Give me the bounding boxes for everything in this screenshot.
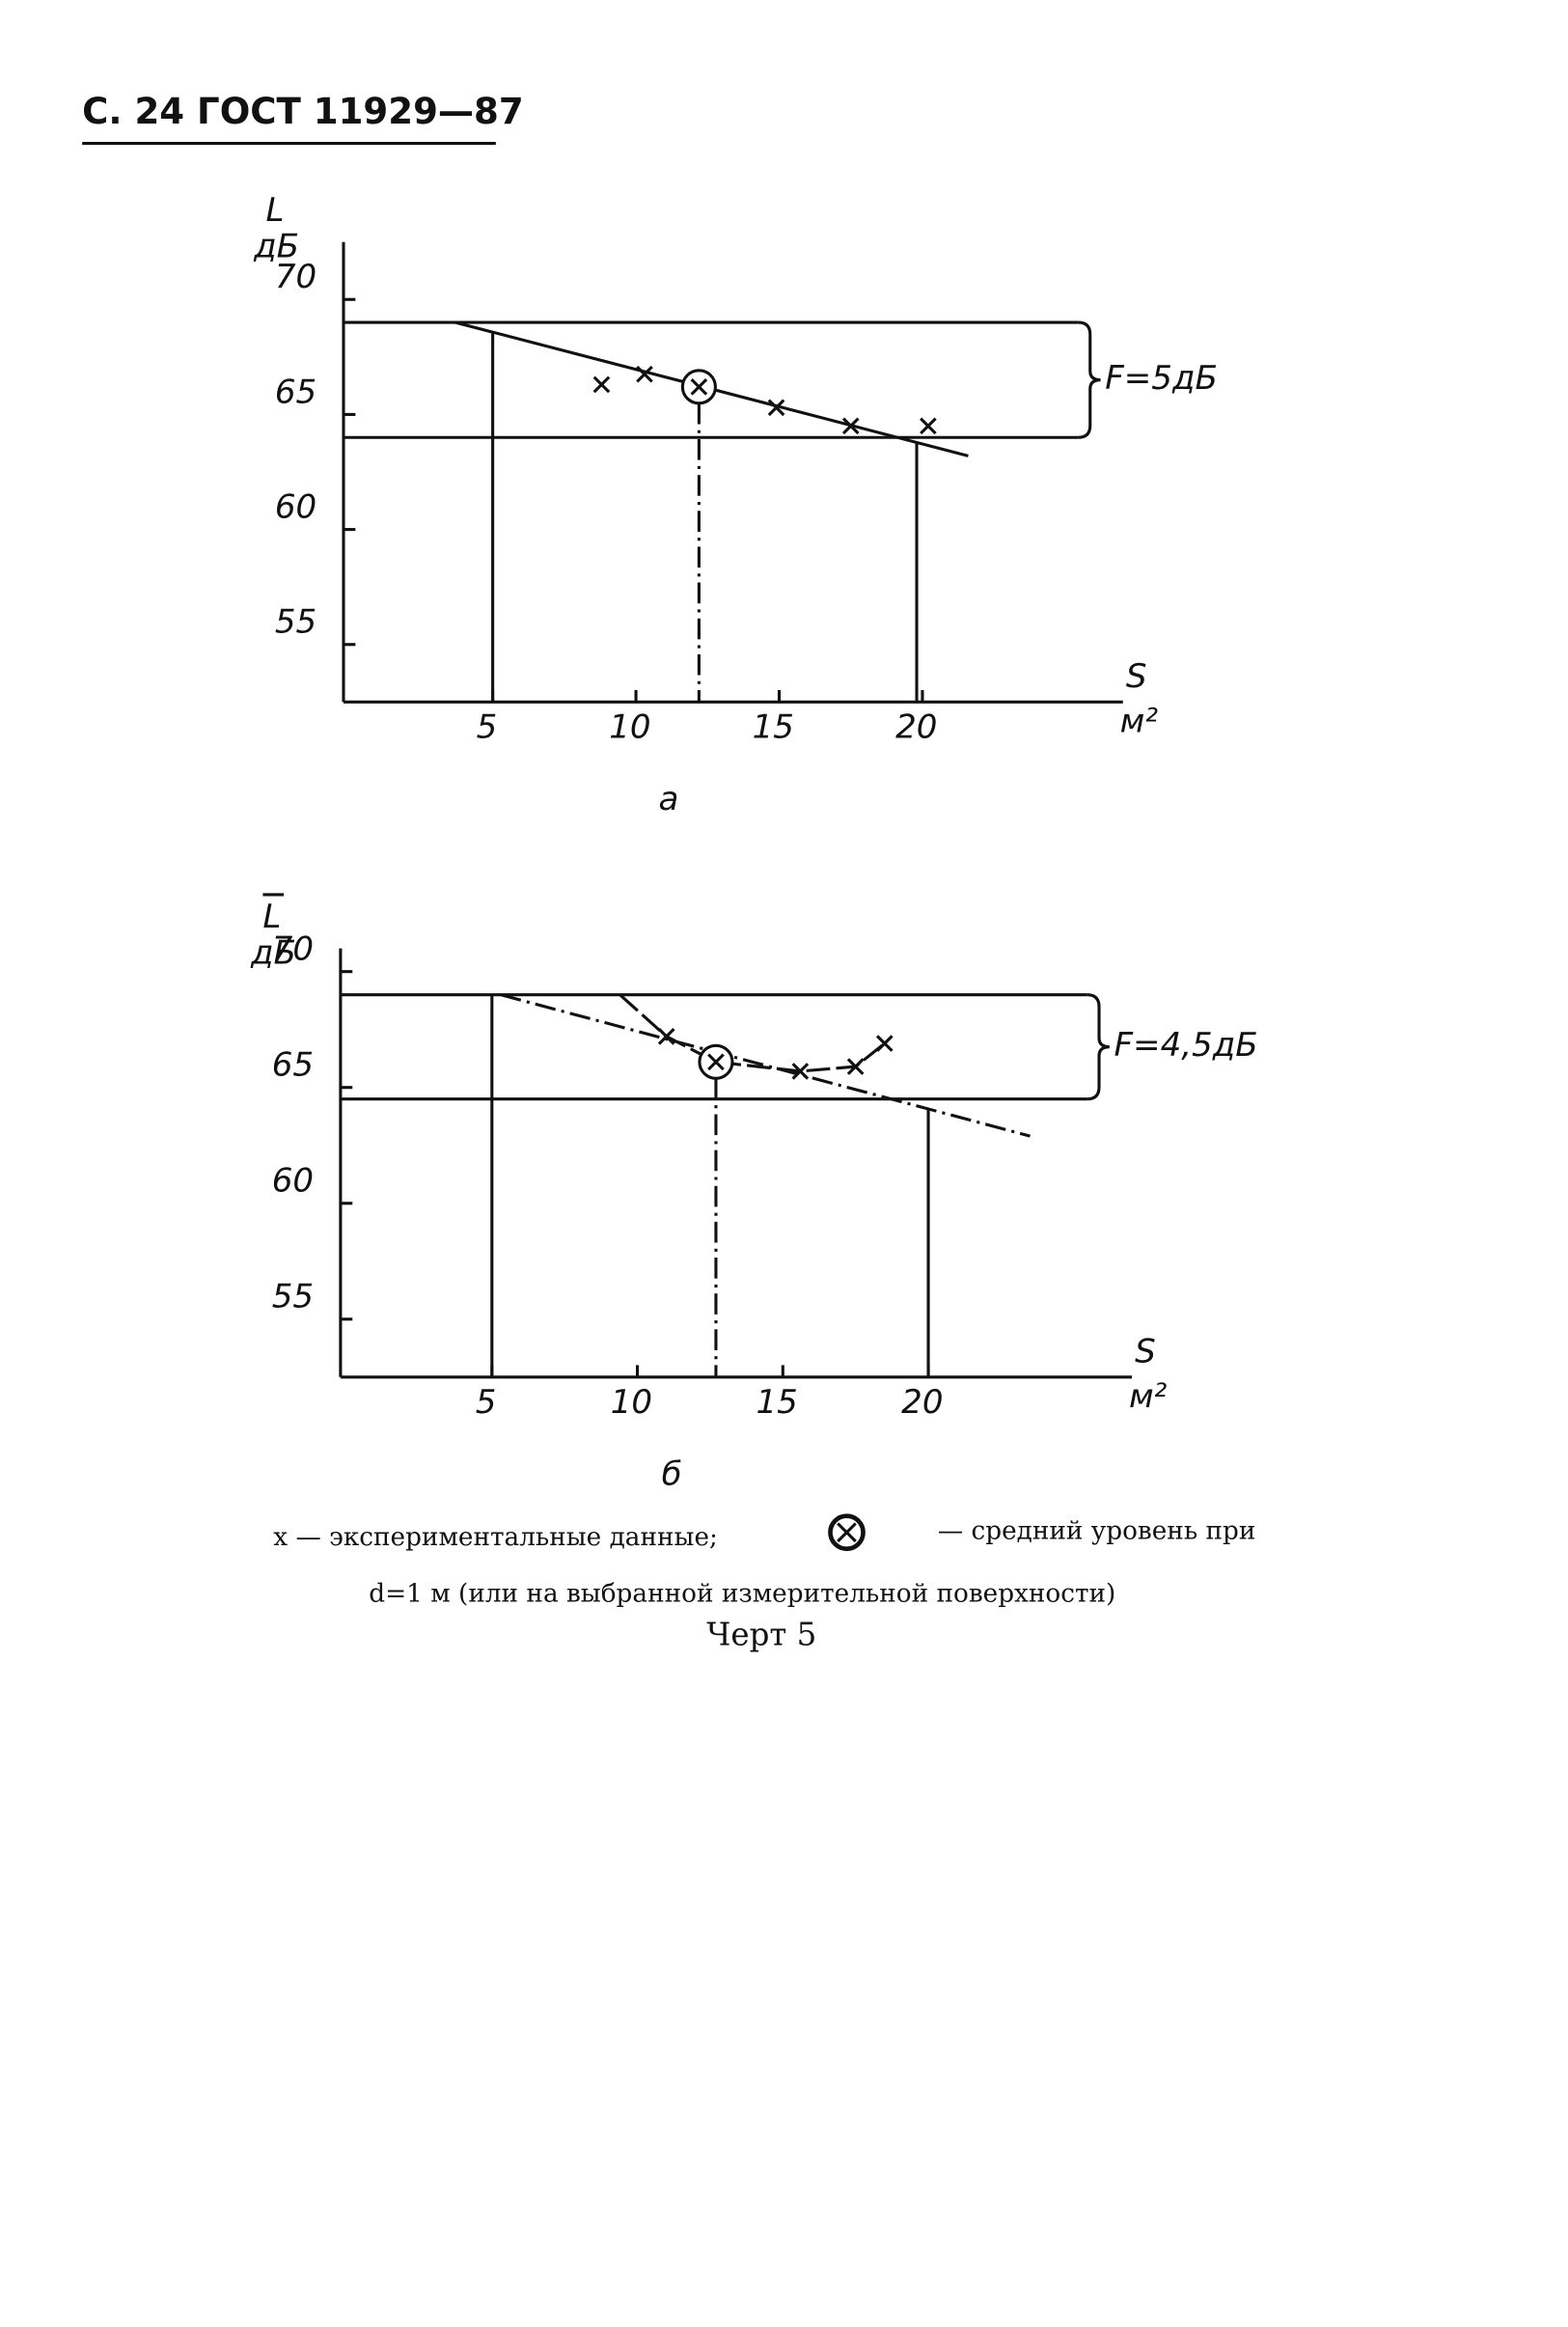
- y-unit: дБ: [250, 933, 296, 972]
- panel-label: б: [662, 1454, 682, 1493]
- x-unit: м²: [1120, 702, 1159, 740]
- mean-cross: [707, 1053, 725, 1071]
- data-point: [846, 1058, 865, 1075]
- legend-mean: — средний уровень при: [938, 1517, 1256, 1546]
- legend-mean-symbol: [828, 1513, 866, 1552]
- data-point: [875, 1035, 894, 1052]
- y-unit: дБ: [253, 227, 299, 265]
- legend-cross: x — экспериментальные данные;: [273, 1523, 718, 1552]
- band-brace: [1078, 320, 1101, 439]
- x-label: S: [1126, 657, 1147, 696]
- legend-mean-symbol-cross: [837, 1522, 857, 1543]
- x-unit: м²: [1129, 1377, 1168, 1416]
- y-tick-label: 60: [272, 1162, 314, 1201]
- x-tick-label: 20: [895, 708, 937, 747]
- mean-cross: [690, 378, 708, 396]
- data-point: [657, 1028, 675, 1045]
- x-label: S: [1135, 1333, 1156, 1371]
- x-tick-label: 5: [477, 708, 498, 747]
- x-tick-label: 20: [901, 1383, 943, 1422]
- y-tick-label: 55: [272, 1278, 314, 1316]
- x-tick-label: 5: [476, 1383, 497, 1422]
- data-point: [767, 399, 785, 417]
- y-tick-label: 65: [272, 1046, 314, 1085]
- data-point: [920, 417, 937, 435]
- y-tick-label: 70: [275, 258, 316, 296]
- y-tick-label: 55: [275, 603, 316, 642]
- band-label: F=5дБ: [1105, 359, 1218, 398]
- y-label: L: [262, 898, 281, 936]
- data-point: [841, 417, 860, 435]
- header-title: С. 24 ГОСТ 11929—87: [82, 91, 524, 132]
- y-tick-label: 70: [272, 930, 314, 969]
- data-point: [636, 365, 653, 383]
- data-point: [791, 1063, 810, 1080]
- panel-label: а: [659, 780, 679, 818]
- y-tick-label: 60: [275, 487, 316, 526]
- caption-line: d=1 м (или на выбранной измерительной по…: [369, 1580, 1115, 1609]
- data-point: [592, 375, 611, 394]
- x-tick-label: 10: [611, 1383, 652, 1422]
- y-label: L: [266, 191, 285, 230]
- x-tick-label: 15: [753, 708, 794, 747]
- y-tick-label: 65: [275, 373, 316, 411]
- band-brace: [1087, 993, 1110, 1101]
- trend-line: [619, 993, 886, 1073]
- band-label: F=4,5дБ: [1114, 1026, 1257, 1065]
- x-tick-label: 10: [609, 708, 650, 747]
- x-tick-label: 15: [756, 1383, 797, 1422]
- fit-line: [500, 993, 1031, 1138]
- figure-label: Черт 5: [706, 1617, 816, 1653]
